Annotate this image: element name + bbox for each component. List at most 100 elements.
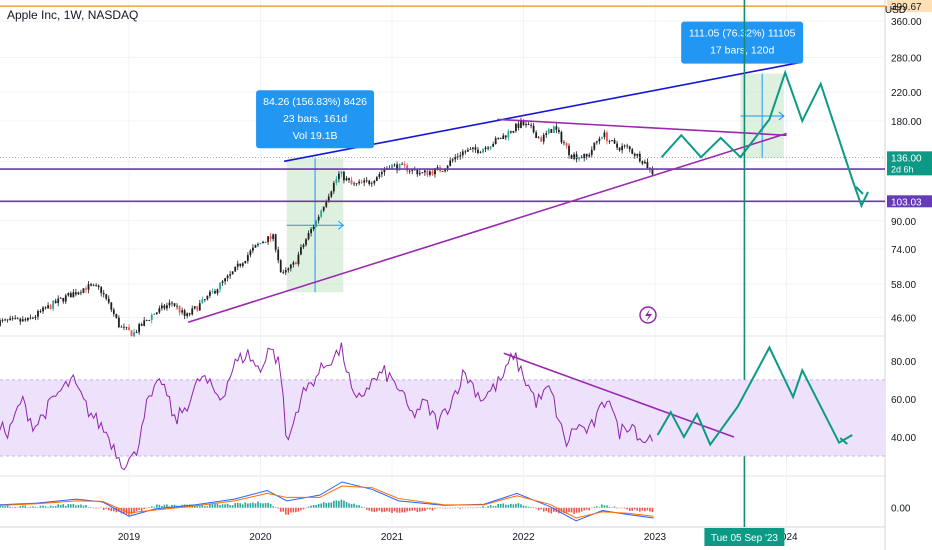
candle-body bbox=[201, 299, 204, 304]
measure-callout-text: 111.05 (76.32%) 11105 bbox=[689, 28, 796, 40]
candle-body bbox=[449, 160, 452, 166]
candle-body bbox=[600, 137, 603, 139]
macd-histogram-bar bbox=[525, 506, 527, 508]
rsi-band bbox=[0, 379, 885, 456]
macd-histogram-bar bbox=[573, 507, 575, 514]
lightning-icon bbox=[639, 306, 657, 324]
macd-histogram-bar bbox=[214, 503, 216, 508]
macd-histogram-bar bbox=[626, 507, 628, 510]
candle-body bbox=[492, 144, 495, 147]
macd-histogram-bar bbox=[467, 507, 469, 509]
macd-histogram-bar bbox=[236, 502, 239, 508]
measure-arrowhead bbox=[338, 220, 345, 230]
candle-body bbox=[143, 320, 146, 326]
candle-body bbox=[67, 293, 70, 296]
macd-histogram-bar bbox=[540, 507, 543, 510]
macd-histogram-bar bbox=[568, 507, 570, 513]
candle-body bbox=[345, 178, 348, 181]
macd-histogram-bar bbox=[436, 507, 439, 509]
macd-histogram-bar bbox=[520, 504, 522, 508]
candle-body bbox=[244, 261, 247, 264]
candle-body bbox=[29, 317, 32, 319]
candle-body bbox=[631, 149, 634, 154]
macd-histogram-bar bbox=[133, 507, 135, 514]
candle-body bbox=[297, 254, 300, 265]
macd-histogram-bar bbox=[368, 507, 371, 511]
macd-histogram-bar bbox=[434, 507, 436, 509]
candle-body bbox=[90, 284, 92, 286]
macd-histogram-bar bbox=[4, 506, 6, 508]
candle-body bbox=[100, 287, 103, 294]
candle-body bbox=[39, 310, 42, 312]
candle-body bbox=[87, 284, 90, 290]
macd-histogram-bar bbox=[115, 507, 118, 513]
symbol-title[interactable]: Apple Inc, 1W, NASDAQ bbox=[7, 8, 139, 22]
price-axis-label: 280.00 bbox=[891, 53, 922, 64]
candle-body bbox=[47, 305, 49, 309]
candle-body bbox=[547, 129, 550, 134]
macd-histogram-bar bbox=[383, 507, 386, 512]
macd-histogram-bar bbox=[234, 503, 237, 508]
macd-histogram-bar bbox=[300, 507, 302, 511]
candle-body bbox=[643, 161, 646, 164]
macd-histogram-bar bbox=[510, 503, 512, 508]
macd-histogram-bar bbox=[125, 507, 128, 515]
macd-histogram-bar bbox=[6, 505, 9, 508]
macd-histogram-bar bbox=[482, 506, 484, 508]
macd-histogram-bar bbox=[373, 507, 376, 512]
candle-body bbox=[97, 285, 100, 288]
projection-arrowhead bbox=[855, 186, 864, 195]
measure-callout-text: 17 bars, 120d bbox=[710, 45, 774, 57]
candle-body bbox=[191, 308, 194, 315]
macd-histogram-bar bbox=[603, 505, 606, 508]
macd-histogram-bar bbox=[21, 505, 24, 508]
macd-histogram-bar bbox=[623, 507, 626, 509]
candle-body bbox=[545, 133, 548, 135]
macd-histogram-bar bbox=[343, 500, 345, 508]
macd-histogram-bar bbox=[391, 507, 393, 513]
macd-histogram-bar bbox=[416, 507, 419, 512]
candle-body bbox=[59, 297, 62, 299]
candle-body bbox=[287, 268, 290, 271]
macd-histogram-bar bbox=[279, 507, 282, 512]
macd-histogram-bar bbox=[209, 503, 211, 508]
macd-histogram-bar bbox=[502, 503, 505, 508]
macd-histogram-bar bbox=[82, 505, 85, 508]
candle-body bbox=[636, 153, 639, 156]
candle-body bbox=[236, 263, 239, 267]
macd-axis-label: 0.00 bbox=[891, 504, 911, 515]
candle-body bbox=[198, 303, 201, 311]
measure-callout-text: Vol 19.1B bbox=[293, 130, 338, 142]
candle-body bbox=[203, 299, 206, 300]
macd-histogram-bar bbox=[550, 507, 553, 514]
macd-histogram-bar bbox=[413, 507, 416, 511]
macd-histogram-bar bbox=[489, 505, 492, 508]
price-axis-label: 90.00 bbox=[891, 217, 916, 228]
price-axis-label: 46.00 bbox=[891, 313, 916, 324]
macd-histogram-bar bbox=[644, 507, 646, 512]
candle-body bbox=[520, 120, 522, 128]
macd-histogram-bar bbox=[360, 506, 363, 508]
macd-histogram-bar bbox=[651, 507, 654, 513]
candle-body bbox=[487, 147, 489, 149]
macd-histogram-bar bbox=[563, 507, 565, 514]
candle-body bbox=[322, 206, 325, 211]
candle-body bbox=[211, 291, 214, 292]
candle-body bbox=[74, 292, 77, 295]
macd-histogram-bar bbox=[633, 507, 636, 510]
macd-histogram-bar bbox=[537, 507, 540, 511]
macd-histogram-bar bbox=[143, 507, 145, 510]
price-axis-label: 399.67 bbox=[891, 2, 922, 13]
macd-histogram-bar bbox=[386, 507, 388, 512]
macd-histogram-bar bbox=[37, 507, 39, 508]
macd-histogram-bar bbox=[472, 507, 474, 509]
candle-body bbox=[62, 297, 65, 302]
candle-body bbox=[279, 260, 282, 273]
macd-histogram-bar bbox=[107, 507, 110, 511]
candle-body bbox=[32, 317, 34, 319]
measure-callout-text: 23 bars, 161d bbox=[283, 113, 347, 125]
macd-histogram-bar bbox=[150, 506, 153, 508]
macd-histogram-bar bbox=[277, 507, 280, 509]
macd-histogram-bar bbox=[345, 502, 348, 508]
